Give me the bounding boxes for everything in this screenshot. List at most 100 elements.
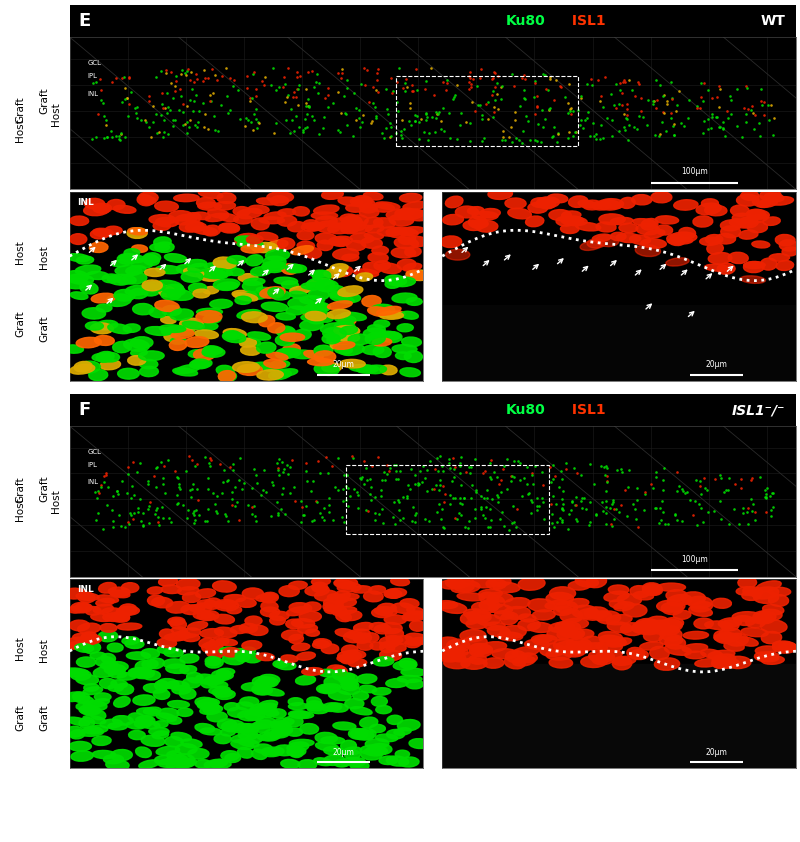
Ellipse shape [342, 645, 358, 655]
Ellipse shape [360, 204, 377, 213]
Point [581, 111, 594, 125]
Point [256, 483, 269, 497]
Ellipse shape [65, 637, 88, 648]
Ellipse shape [405, 247, 421, 257]
Point [488, 66, 501, 79]
Point [754, 129, 766, 142]
Ellipse shape [207, 680, 228, 688]
Point [150, 504, 163, 517]
Point [381, 467, 394, 481]
Point [95, 83, 108, 97]
Ellipse shape [184, 268, 204, 277]
Point [749, 108, 762, 121]
Ellipse shape [674, 200, 698, 210]
Point [690, 99, 703, 112]
Point [650, 73, 662, 87]
Ellipse shape [181, 739, 202, 748]
Point [214, 457, 226, 471]
Ellipse shape [84, 199, 105, 209]
Point [150, 108, 162, 121]
Point [476, 109, 489, 122]
Point [577, 120, 590, 134]
Point [607, 512, 620, 525]
Point [530, 90, 543, 104]
Ellipse shape [406, 298, 422, 306]
Ellipse shape [268, 288, 284, 298]
Ellipse shape [334, 326, 360, 336]
Point [586, 116, 599, 130]
Ellipse shape [95, 320, 118, 330]
Point [650, 93, 663, 107]
Ellipse shape [579, 609, 602, 621]
Ellipse shape [155, 217, 178, 226]
Point [410, 506, 422, 520]
Point [198, 450, 211, 464]
Point [299, 498, 312, 512]
Point [718, 129, 731, 142]
Ellipse shape [706, 235, 723, 244]
Ellipse shape [334, 759, 350, 767]
Ellipse shape [765, 193, 784, 201]
Ellipse shape [175, 326, 194, 336]
Point [364, 472, 377, 486]
Point [322, 82, 334, 95]
Point [650, 501, 662, 514]
Point [143, 500, 156, 514]
Point [474, 503, 487, 516]
Ellipse shape [392, 293, 417, 303]
Point [665, 75, 678, 88]
Point [543, 101, 556, 115]
Point [322, 466, 334, 479]
Ellipse shape [769, 253, 790, 261]
Ellipse shape [340, 656, 355, 663]
Point [594, 459, 607, 472]
Ellipse shape [66, 727, 84, 737]
Point [526, 466, 538, 479]
Point [480, 98, 493, 111]
Point [505, 469, 518, 482]
Point [186, 506, 199, 520]
Point [412, 477, 425, 490]
Point [765, 504, 778, 517]
Point [676, 482, 689, 495]
Point [401, 491, 414, 504]
Point [97, 96, 110, 109]
Ellipse shape [238, 711, 259, 721]
Ellipse shape [239, 338, 261, 346]
Ellipse shape [186, 222, 206, 232]
Point [610, 503, 622, 516]
Ellipse shape [99, 679, 117, 689]
Point [533, 499, 546, 513]
Ellipse shape [154, 301, 179, 312]
Ellipse shape [245, 710, 265, 721]
Point [477, 509, 490, 522]
Ellipse shape [137, 708, 160, 717]
Ellipse shape [498, 632, 522, 641]
Ellipse shape [632, 195, 652, 205]
Point [423, 454, 436, 467]
Point [91, 507, 104, 520]
Point [648, 95, 661, 109]
Point [486, 110, 499, 124]
Point [657, 472, 670, 486]
Ellipse shape [689, 606, 712, 616]
Ellipse shape [239, 338, 257, 347]
Point [184, 482, 197, 496]
Point [551, 135, 564, 148]
Ellipse shape [266, 250, 290, 261]
Ellipse shape [705, 205, 727, 216]
Point [357, 109, 370, 122]
Ellipse shape [691, 602, 713, 612]
Point [113, 509, 126, 522]
Ellipse shape [341, 680, 359, 690]
Point [279, 113, 292, 126]
Ellipse shape [718, 618, 742, 627]
Ellipse shape [263, 256, 286, 268]
Point [740, 82, 753, 95]
Ellipse shape [69, 742, 91, 751]
Point [386, 509, 399, 523]
Ellipse shape [480, 642, 506, 653]
Ellipse shape [370, 304, 394, 315]
Point [441, 74, 454, 88]
Point [754, 471, 766, 484]
